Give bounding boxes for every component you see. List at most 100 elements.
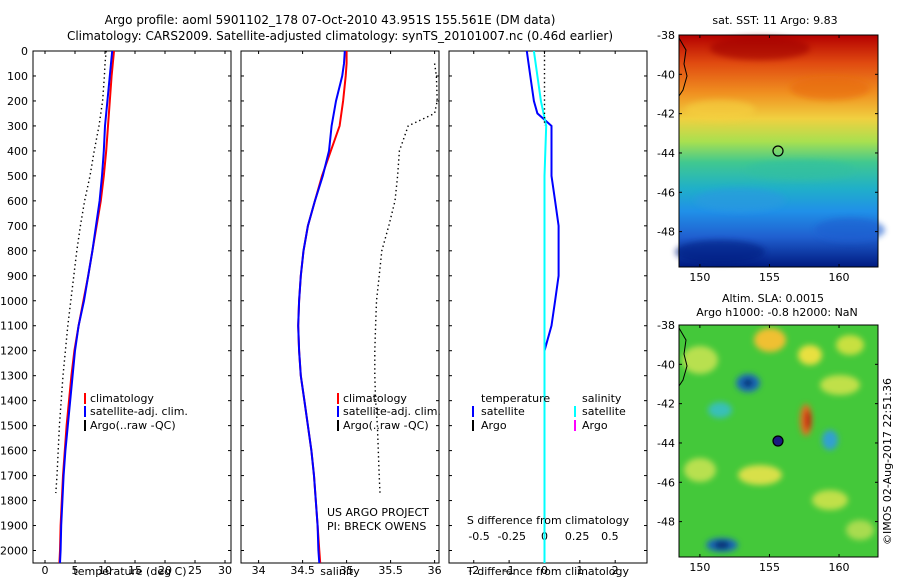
- sla-texture: [682, 328, 874, 552]
- legend-swatch-s-satellite: [574, 406, 576, 417]
- argo-location-marker: [772, 145, 784, 157]
- map-y-tick-label: -48: [657, 516, 675, 529]
- depth-tick-label: 1400: [0, 395, 28, 408]
- legend-swatch-t-argo: [472, 420, 474, 431]
- depth-tick-label: 0: [21, 45, 28, 58]
- x-tick-label: 34.5: [290, 564, 315, 577]
- series-line-temperature-satellite: [525, 51, 560, 351]
- s-difference-label: S difference from climatology: [467, 514, 630, 527]
- sst-texture: [675, 36, 885, 264]
- x-tick-label: -1: [504, 564, 515, 577]
- depth-tick-label: 1800: [0, 495, 28, 508]
- legend-swatch-climatology: [337, 393, 339, 404]
- depth-tick-label: 1200: [0, 345, 28, 358]
- depth-tick-label: 600: [7, 195, 28, 208]
- x-tick-label: 2: [612, 564, 619, 577]
- map-y-tick-label: -44: [657, 437, 675, 450]
- legend-swatch-argo: [84, 420, 86, 431]
- depth-tick-label: 500: [7, 170, 28, 183]
- salinity-legend: climatology satellite-adj. clim. Argo(..…: [337, 392, 441, 432]
- imos-credit: ©IMOS 02-Aug-2017 22:51:36: [881, 378, 894, 545]
- t-difference-axis: -2 -1 0 1 2: [468, 51, 619, 577]
- x-tick-label: 5: [72, 564, 79, 577]
- depth-tick-label: 400: [7, 145, 28, 158]
- map-x-tick-label: 150: [689, 561, 710, 574]
- depth-tick-label: 1700: [0, 470, 28, 483]
- map-y-tick-label: -42: [657, 108, 675, 121]
- x-tick-label: 1: [576, 564, 583, 577]
- sst-map-title: sat. SST: 11 Argo: 9.83: [712, 14, 837, 27]
- depth-tick-label: 300: [7, 120, 28, 133]
- map-y-tick-label: -38: [657, 319, 675, 332]
- legend-swatch-s-argo: [574, 420, 576, 431]
- depth-tick-label: 1500: [0, 420, 28, 433]
- coastline: [678, 37, 688, 97]
- difference-series: [525, 51, 560, 563]
- s-diff-tick-label: 0.5: [601, 530, 619, 543]
- series-line-satellite-adj-clim: [59, 51, 114, 563]
- legend-swatch-climatology: [84, 393, 86, 404]
- x-tick-label: 0: [541, 564, 548, 577]
- map-y-tick-label: -40: [657, 358, 675, 371]
- depth-tick-label: 100: [7, 70, 28, 83]
- depth-axis: 0 100 200 300 400 500 600 700 800 900 1000 1100 1200…: [0, 45, 647, 558]
- salinity-series: [297, 51, 438, 563]
- depth-tick-label: 1000: [0, 295, 28, 308]
- sla-map-title: Altim. SLA: 0.0015: [722, 292, 824, 305]
- x-tick-label: 36: [428, 564, 442, 577]
- temperature-legend: climatology satellite-adj. clim. Argo(..…: [84, 392, 188, 432]
- legend-label-climatology: climatology: [343, 392, 407, 405]
- difference-xlabel: T difference from climatology: [466, 565, 629, 578]
- temperature-xlabel: temperature (deg C): [73, 565, 186, 578]
- legend-label-satellite: satellite-adj. clim.: [343, 405, 441, 418]
- sla-map-subtitle: Argo h1000: -0.8 h2000: NaN: [696, 306, 858, 319]
- coastline: [678, 327, 688, 387]
- sst-map-frame: [678, 34, 879, 268]
- figure-subtitle: Climatology: CARS2009. Satellite-adjuste…: [67, 29, 613, 43]
- legend-label-t-satellite: satellite: [481, 405, 525, 418]
- map-x-tick-label: 155: [759, 271, 780, 284]
- x-tick-label: 35.5: [378, 564, 403, 577]
- map-y-tick-label: -48: [657, 226, 675, 239]
- depth-tick-label: 900: [7, 270, 28, 283]
- depth-tick-label: 1600: [0, 445, 28, 458]
- map-x-tick-label: 155: [759, 561, 780, 574]
- map-y-tick-label: -38: [657, 29, 675, 42]
- temperature-series: [55, 51, 115, 563]
- salinity-axis: 34 34.5 35 35.5 36: [252, 51, 442, 577]
- x-tick-label: 30: [218, 564, 232, 577]
- argo-location-marker: [772, 435, 784, 447]
- x-tick-label: 20: [158, 564, 172, 577]
- depth-tick-label: 2000: [0, 545, 28, 558]
- series-line-climatology: [297, 51, 348, 563]
- map-x-tick-label: 160: [829, 271, 850, 284]
- s-diff-tick-label: -0.25: [498, 530, 526, 543]
- x-tick-label: 35: [340, 564, 354, 577]
- legend-label-satellite: satellite-adj. clim.: [90, 405, 188, 418]
- map-y-tick-label: -40: [657, 68, 675, 81]
- map-y-tick-label: -46: [657, 476, 675, 489]
- depth-tick-label: 1900: [0, 520, 28, 533]
- figure-title: Argo profile: aoml 5901102_178 07-Oct-20…: [105, 13, 556, 27]
- series-line-argo-raw-qc: [374, 63, 438, 494]
- s-diff-tick-label: 0.25: [565, 530, 590, 543]
- legend-label-argo: Argo(..raw -QC): [90, 419, 176, 432]
- difference-plot-frame: [448, 50, 648, 564]
- sla-map: [678, 324, 879, 558]
- series-line-salinity-satellite: [532, 51, 548, 563]
- map-x-tick-label: 150: [689, 271, 710, 284]
- legend-swatch-satellite: [84, 406, 86, 417]
- legend-label-argo: Argo(..raw -QC): [343, 419, 429, 432]
- legend-swatch-satellite: [337, 406, 339, 417]
- sst-map-axes: 150 155 160 -38 -40 -42 -44 -46 -48: [657, 29, 878, 284]
- x-tick-label: -2: [468, 564, 479, 577]
- x-tick-label: 10: [98, 564, 112, 577]
- sla-map-axes: 150 155 160 -38 -40 -42 -44 -46 -48: [657, 319, 878, 574]
- sst-map: [675, 34, 885, 268]
- depth-tick-label: 700: [7, 220, 28, 233]
- map-y-tick-label: -46: [657, 186, 675, 199]
- project-credit: US ARGO PROJECT: [327, 506, 429, 519]
- depth-tick-label: 1300: [0, 370, 28, 383]
- legend-swatch-t-satellite: [472, 406, 474, 417]
